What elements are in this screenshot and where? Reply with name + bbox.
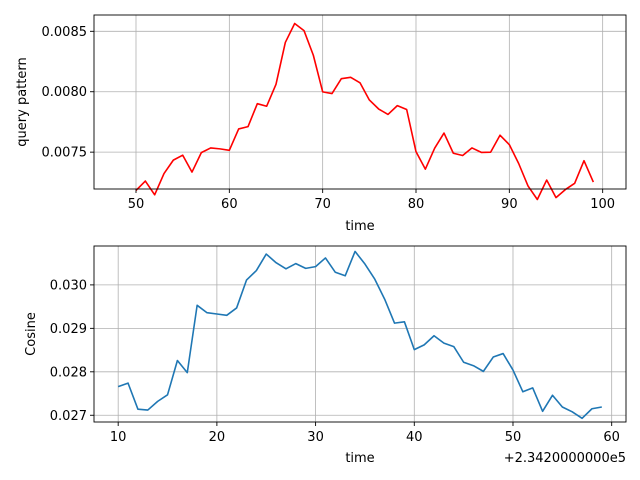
y-axis-label: Cosine: [24, 312, 39, 356]
x-axis-label: time: [345, 451, 374, 466]
x-tick-label: 40: [406, 430, 423, 445]
series-line: [117, 250, 602, 420]
x-tick-label: 10: [110, 430, 127, 445]
x-offset-label: +2.3420000000e5: [504, 451, 626, 466]
y-tick-label: 0.028: [50, 365, 87, 380]
top-chart-panel: 50 60 70 80 90 100 0.0075 0.0080 0.0085 time query…: [15, 14, 627, 234]
x-tick-label: 50: [505, 430, 522, 445]
series-line: [135, 22, 595, 201]
x-tick-label: 60: [221, 197, 238, 212]
x-tick-label: 20: [209, 430, 226, 445]
axes-frame: [93, 14, 627, 190]
x-tick-label: 70: [314, 197, 331, 212]
x-tick-label: 100: [590, 197, 615, 212]
y-tick-label: 0.030: [50, 278, 87, 293]
x-tick-label: 90: [501, 197, 518, 212]
y-axis-label: query pattern: [15, 57, 30, 146]
x-tick-label: 30: [307, 430, 324, 445]
bottom-chart-panel: 10 20 30 40 50 60 0.027 0.028 0.029 0.030 time Cosi…: [24, 245, 627, 466]
y-tick-label: 0.027: [50, 409, 87, 424]
x-tick-label: 50: [128, 197, 145, 212]
y-tick-label: 0.029: [50, 322, 87, 337]
x-tick-label: 80: [408, 197, 425, 212]
axes-frame: [93, 245, 627, 423]
y-tick-label: 0.0085: [42, 25, 88, 40]
y-tick-label: 0.0080: [42, 85, 88, 100]
y-tick-label: 0.0075: [42, 146, 88, 161]
x-axis-label: time: [345, 219, 374, 234]
x-tick-label: 60: [603, 430, 620, 445]
